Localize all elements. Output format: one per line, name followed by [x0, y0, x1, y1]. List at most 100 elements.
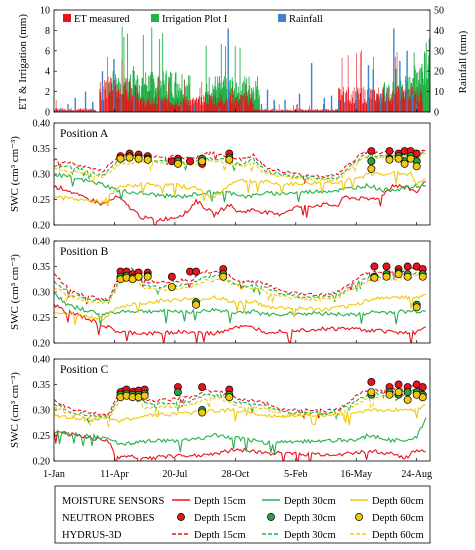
y-tick-label-left: 6: [45, 46, 50, 57]
et-bar: [264, 108, 266, 112]
et-bar: [177, 99, 178, 112]
et-bar: [147, 100, 149, 112]
et-bar: [421, 93, 423, 112]
et-bar: [66, 110, 68, 112]
irrigation-bar: [185, 86, 187, 112]
irrigation-bar: [225, 46, 226, 112]
et-bar: [236, 99, 238, 112]
et-bar: [335, 109, 337, 112]
et-bar: [208, 94, 210, 112]
et-bar: [193, 97, 194, 112]
irrigation-bar: [160, 80, 162, 112]
et-bar: [185, 105, 187, 112]
irrigation-bar: [231, 89, 233, 112]
et-bar: [245, 97, 246, 112]
irrigation-bar: [159, 39, 161, 112]
legend-entry-label: Depth 15cm: [194, 513, 246, 524]
et-bar: [352, 97, 353, 112]
irrigation-bar: [163, 80, 165, 112]
irrigation-bar: [239, 47, 241, 112]
top-y-label-left: ET & Irrigation (mm): [17, 14, 29, 110]
irrigation-bar: [156, 92, 158, 112]
et-bar: [293, 104, 294, 112]
et-bar: [170, 102, 171, 112]
et-bar: [339, 89, 340, 112]
irrigation-bar: [164, 84, 165, 112]
irrigation-bar: [223, 76, 225, 112]
et-bar: [127, 98, 128, 112]
irrigation-bar: [422, 71, 424, 112]
top-bars: [54, 26, 431, 113]
probe-point-15cm: [367, 147, 376, 155]
et-bar: [337, 108, 339, 112]
et-bar: [290, 109, 291, 112]
et-bar: [325, 108, 327, 112]
et-bar: [272, 108, 274, 112]
x-tick-label: 20-Jul: [162, 469, 187, 480]
et-bar: [205, 104, 207, 112]
et-bar: [207, 104, 209, 112]
irrigation-bar: [257, 98, 259, 112]
et-bar: [274, 105, 276, 112]
legend-entry-label: Depth 60cm: [372, 513, 424, 524]
et-bar: [397, 88, 399, 112]
et-bar: [361, 50, 362, 112]
et-bar: [352, 91, 354, 112]
et-bar: [213, 103, 215, 112]
top-legend: ET measured Irrigation Plot I Rainfall: [63, 14, 323, 25]
et-bar: [57, 109, 58, 112]
et-bar: [154, 103, 155, 112]
et-bar: [394, 56, 396, 112]
legend-entry-label: Depth 15cm: [194, 530, 246, 541]
et-bar: [155, 96, 157, 112]
irrigation-bar: [225, 78, 227, 112]
et-bar: [180, 100, 181, 112]
et-bar: [229, 100, 230, 112]
et-bar: [267, 110, 269, 112]
et-bar: [191, 104, 192, 112]
et-bar: [188, 106, 190, 112]
et-bar: [215, 96, 216, 112]
et-bar: [302, 110, 304, 112]
et-bar: [139, 106, 140, 112]
probe-point-15cm: [198, 383, 207, 391]
et-bar: [187, 104, 189, 112]
sensor-line-15cm: [54, 429, 426, 461]
et-bar: [214, 104, 215, 112]
et-bar: [185, 100, 186, 112]
et-bar: [416, 87, 418, 112]
et-bar: [87, 110, 88, 112]
irrigation-bar: [397, 85, 399, 112]
et-bar: [216, 103, 218, 112]
y-tick-label-right: 40: [434, 26, 444, 37]
et-bar: [76, 109, 78, 112]
et-bar: [88, 109, 90, 112]
probe-point-60cm: [394, 388, 403, 397]
top-plot-frame: [53, 9, 431, 113]
et-bar: [57, 108, 59, 112]
irrigation-bar: [142, 78, 144, 112]
et-bar: [58, 110, 59, 112]
et-bar: [256, 109, 258, 112]
probe-point-60cm: [394, 270, 403, 279]
et-bar: [126, 78, 128, 112]
irrigation-bar: [144, 83, 145, 112]
rainfall-bar: [180, 103, 183, 112]
et-bar: [353, 87, 355, 112]
probe-point-60cm: [418, 272, 427, 281]
et-bar: [100, 92, 102, 112]
irrigation-bar: [428, 55, 430, 112]
et-bar: [69, 109, 71, 112]
et-bar: [375, 101, 377, 112]
irrigation-bar: [136, 75, 138, 112]
et-bar: [141, 99, 142, 112]
x-tick-label: 16-May: [340, 469, 372, 480]
et-bar: [116, 84, 118, 112]
et-bar: [370, 99, 372, 112]
et-bar: [238, 98, 240, 112]
et-bar: [271, 108, 273, 112]
et-bar: [72, 109, 73, 112]
et-bar: [365, 103, 367, 112]
rainfall-bar: [60, 107, 62, 112]
irrigation-bar: [413, 78, 414, 112]
